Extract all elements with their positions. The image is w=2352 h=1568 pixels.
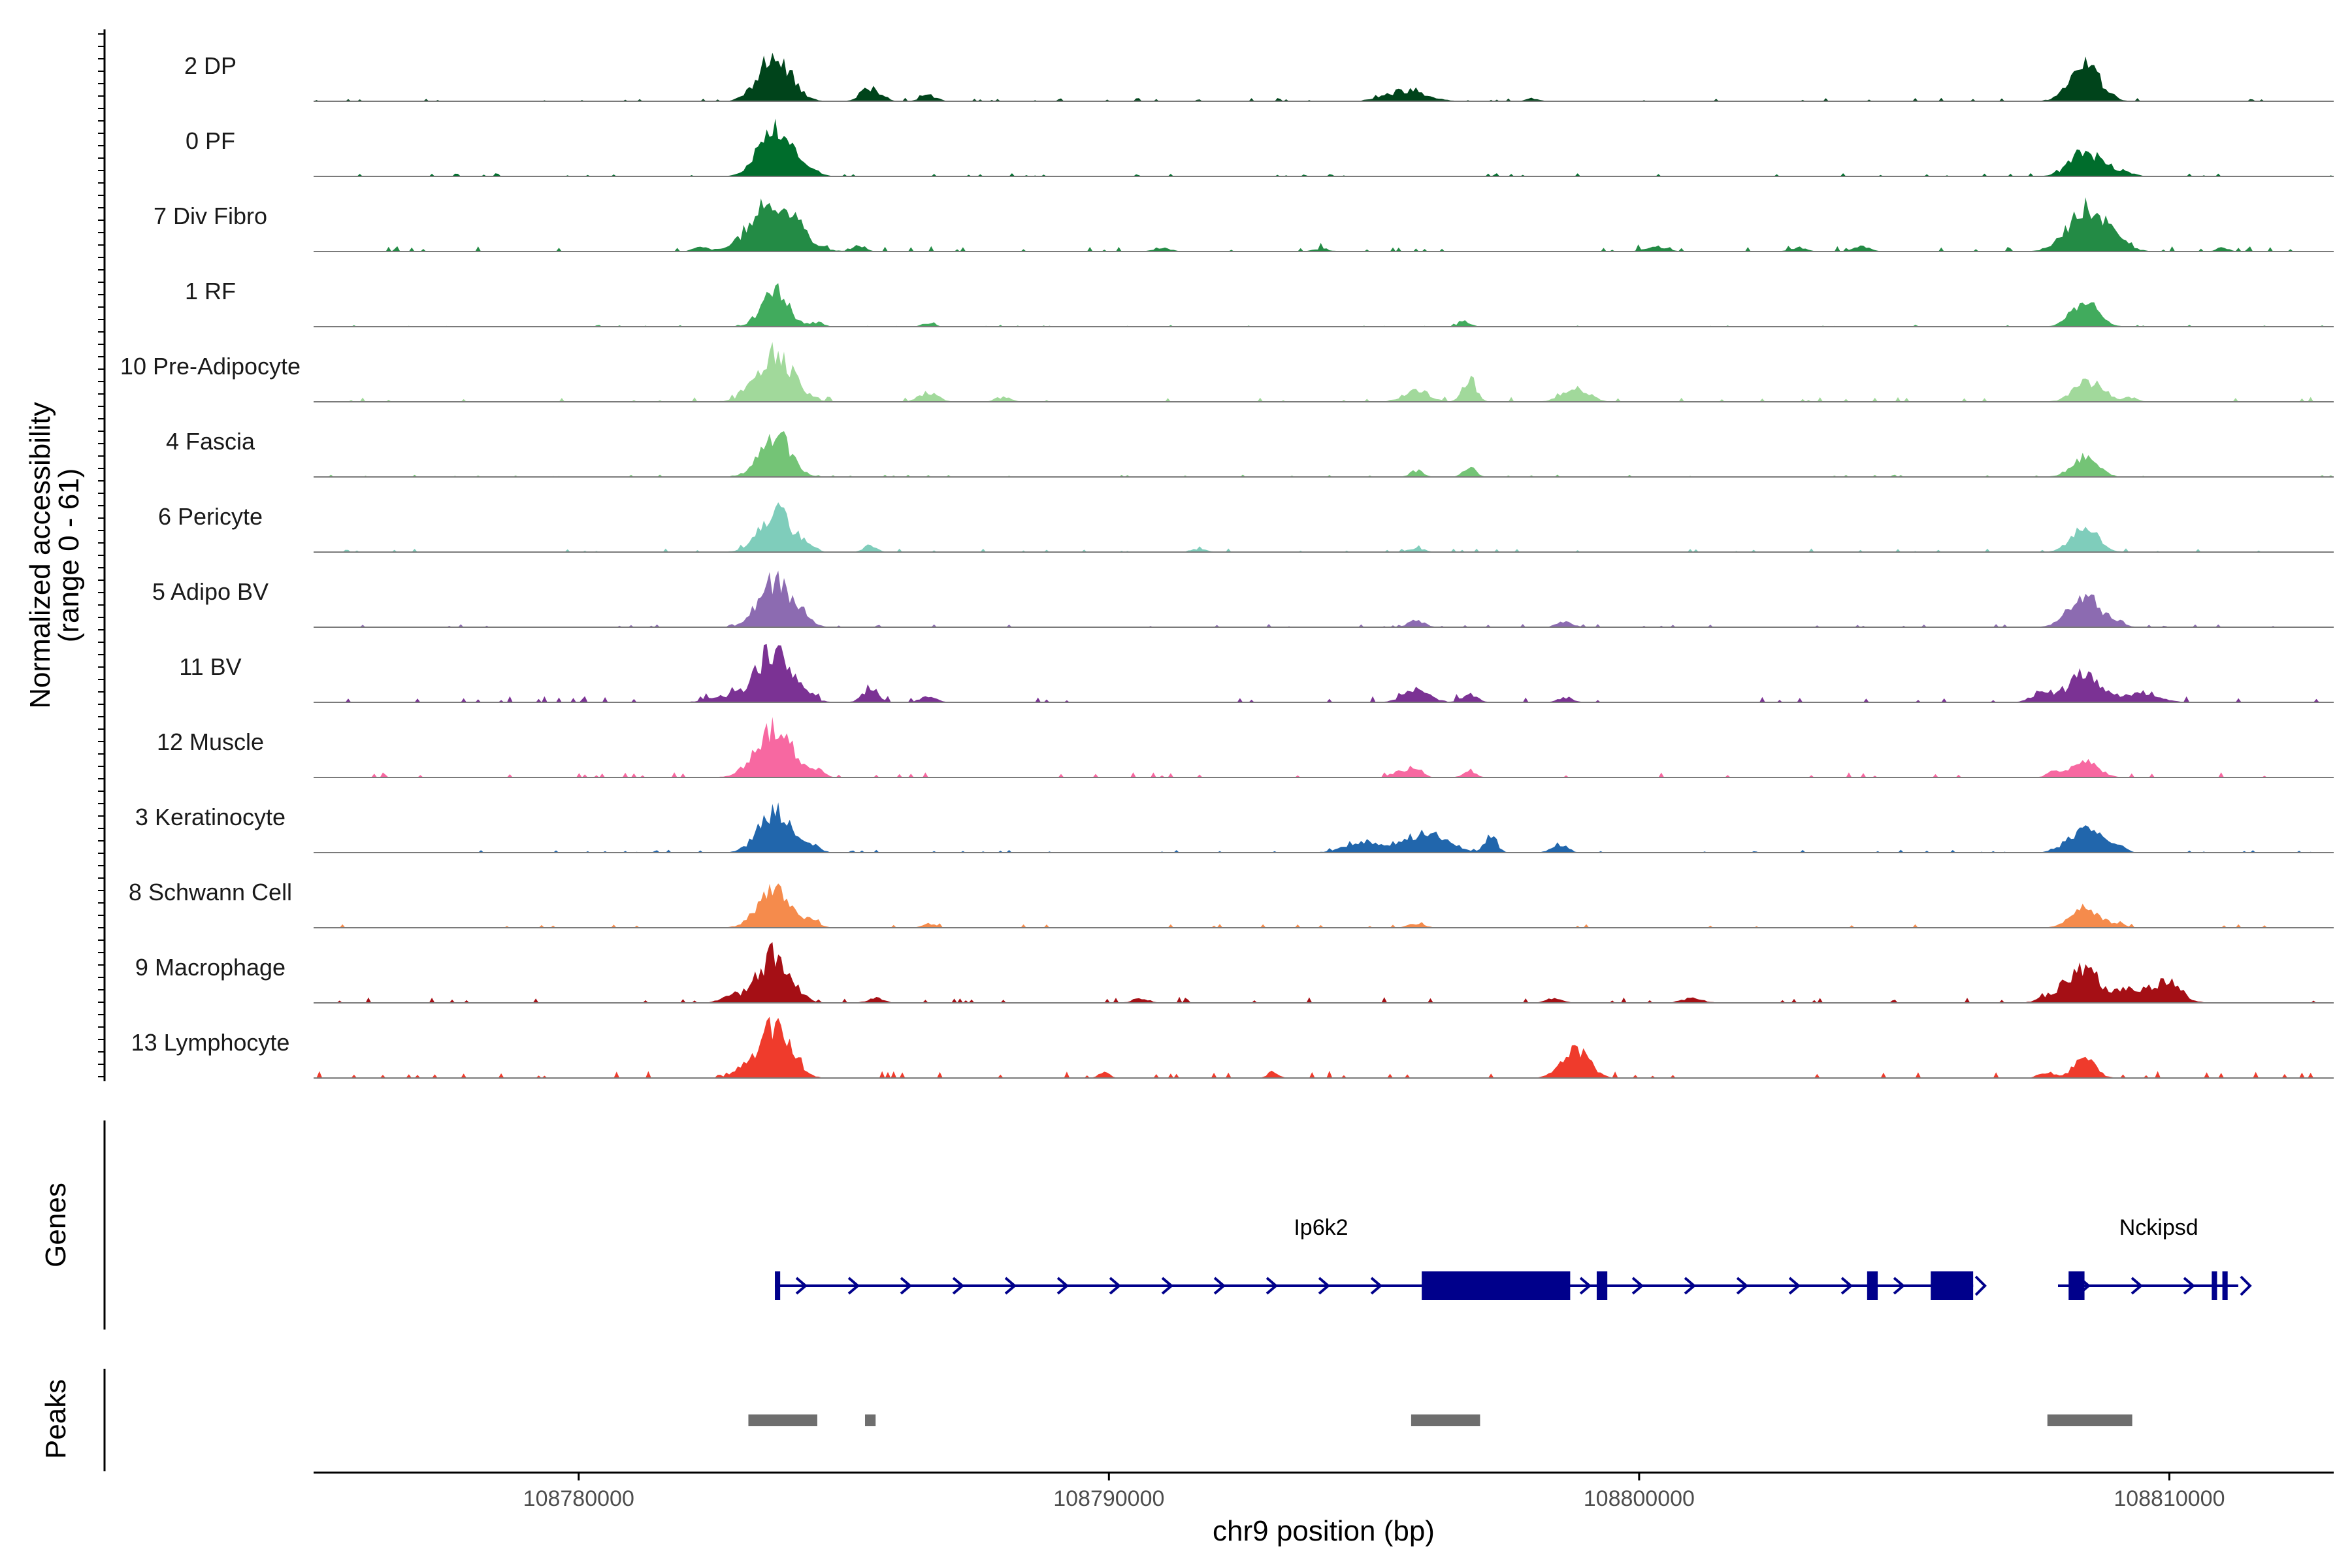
strand-arrow <box>795 1277 808 1295</box>
x-tick-label: 108790000 <box>1053 1486 1164 1511</box>
gene-exon <box>2222 1271 2228 1300</box>
strand-arrow <box>1736 1277 1749 1295</box>
peak-region <box>865 1414 876 1426</box>
track-11-bv: 11 BV <box>179 644 2334 703</box>
peak-region <box>748 1414 817 1426</box>
gene-exon <box>1867 1271 1878 1300</box>
strand-arrow <box>1266 1277 1279 1295</box>
track-label: 9 Macrophage <box>135 954 286 981</box>
gene-models: Ip6k2 Nckipsd <box>775 1215 2252 1300</box>
strand-arrow <box>2240 1275 2252 1296</box>
strand-arrow <box>1631 1277 1644 1295</box>
track-1-rf: 1 RF <box>185 278 2334 327</box>
track-label: 3 Keratinocyte <box>135 804 286 830</box>
x-tick-label: 108800000 <box>1584 1486 1695 1511</box>
track-5-adipo-bv: 5 Adipo BV <box>152 570 2334 628</box>
strand-arrow <box>1579 1277 1592 1295</box>
peak-region <box>2047 1414 2132 1426</box>
strand-arrow <box>1318 1277 1331 1295</box>
track-2-dp: 2 DP <box>184 52 2334 102</box>
track-label: 12 Muscle <box>157 728 264 755</box>
track-label: 4 Fascia <box>166 428 255 455</box>
track-6-pericyte: 6 Pericyte <box>158 502 2334 553</box>
strand-arrow <box>847 1277 860 1295</box>
coverage-area <box>314 942 2334 1003</box>
gene-exon <box>2212 1271 2217 1300</box>
peak-regions <box>748 1414 2132 1426</box>
coverage-tracks: 2 DP 0 PF 7 Div Fibro 1 RF 10 Pre-Adipocyte 4… <box>120 52 2334 1079</box>
track-label: 5 Adipo BV <box>152 578 269 605</box>
track-3-keratinocyte: 3 Keratinocyte <box>135 802 2334 853</box>
track-label: 7 Div Fibro <box>154 203 267 229</box>
x-tick-label: 108780000 <box>523 1486 634 1511</box>
strand-arrow <box>952 1277 965 1295</box>
gene-exon <box>2068 1271 2085 1300</box>
y-axis-title-line2: (range 0 - 61) <box>53 468 85 643</box>
strand-arrow <box>2183 1277 2196 1295</box>
gene-exon <box>1596 1271 1608 1300</box>
strand-arrow <box>1370 1277 1383 1295</box>
coverage-area <box>314 197 2334 252</box>
track-label: 1 RF <box>185 278 236 304</box>
peak-region <box>1411 1414 1480 1426</box>
strand-arrow <box>1056 1277 1070 1295</box>
gene-exon <box>775 1271 781 1300</box>
gene-ip6k2: Ip6k2 <box>775 1215 1987 1300</box>
strand-arrow <box>1840 1277 1854 1295</box>
track-12-muscle: 12 Muscle <box>157 717 2334 778</box>
track-label: 8 Schwann Cell <box>129 879 292 906</box>
track-4-fascia: 4 Fascia <box>166 428 2334 478</box>
gene-label: Nckipsd <box>2119 1215 2198 1240</box>
track-label: 13 Lymphocyte <box>131 1029 290 1056</box>
strand-arrow <box>1893 1277 1906 1295</box>
strand-arrow <box>2131 1277 2144 1295</box>
gene-exon <box>1931 1271 1974 1300</box>
track-label: 11 BV <box>179 653 241 680</box>
accessibility-axis-ticks <box>98 33 105 1077</box>
track-label: 10 Pre-Adipocyte <box>120 353 301 380</box>
strand-arrow <box>900 1277 913 1295</box>
strand-arrow <box>1788 1277 1801 1295</box>
track-9-macrophage: 9 Macrophage <box>135 942 2334 1004</box>
strand-arrow <box>1109 1277 1122 1295</box>
track-0-pf: 0 PF <box>186 118 2334 177</box>
x-tick-label: 108810000 <box>2114 1486 2225 1511</box>
genes-panel-label: Genes <box>40 1183 72 1267</box>
track-8-schwann-cell: 8 Schwann Cell <box>129 879 2334 928</box>
y-axis-title-line1: Normalized accessibility <box>24 402 56 708</box>
x-axis-title: chr9 position (bp) <box>1213 1515 1435 1547</box>
x-axis-ticks: 108780000 108790000 108800000 108810000 <box>523 1473 2225 1511</box>
track-label: 0 PF <box>186 127 235 154</box>
peaks-panel-label: Peaks <box>40 1379 72 1459</box>
strand-arrow <box>1161 1277 1174 1295</box>
track-7-div-fibro: 7 Div Fibro <box>154 197 2334 252</box>
strand-arrow <box>1974 1275 1987 1296</box>
gene-exon <box>1422 1271 1571 1300</box>
track-10-pre-adipocyte: 10 Pre-Adipocyte <box>120 342 2334 402</box>
gene-nckipsd: Nckipsd <box>2057 1215 2252 1300</box>
coverage-area <box>314 644 2334 702</box>
track-13-lymphocyte: 13 Lymphocyte <box>131 1017 2334 1079</box>
strand-arrow <box>1213 1277 1226 1295</box>
track-label: 2 DP <box>184 52 237 79</box>
gene-label: Ip6k2 <box>1294 1215 1348 1240</box>
track-label: 6 Pericyte <box>158 503 263 530</box>
strand-arrow <box>1004 1277 1017 1295</box>
strand-arrow <box>1684 1277 1697 1295</box>
